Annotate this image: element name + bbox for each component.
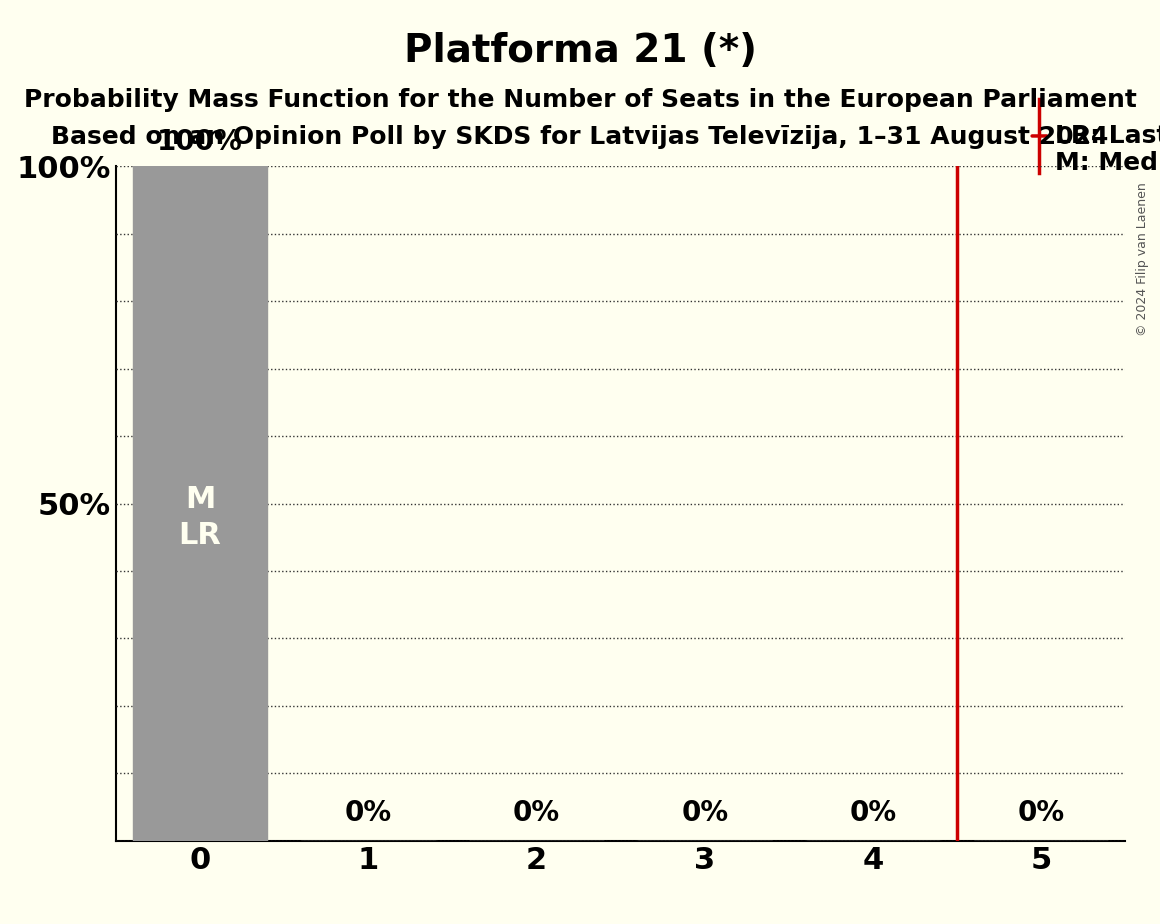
Text: Probability Mass Function for the Number of Seats in the European Parliament: Probability Mass Function for the Number… [23,88,1137,112]
Text: 0%: 0% [849,799,897,827]
Bar [132,166,267,841]
Text: 0%: 0% [345,799,392,827]
Text: M: Median: M: Median [1054,151,1160,175]
Text: M
LR: M LR [179,484,222,550]
Text: Platforma 21 (*): Platforma 21 (*) [404,32,756,70]
Text: Based on an Opinion Poll by SKDS for Latvijas Televīzija, 1–31 August 2024: Based on an Opinion Poll by SKDS for Lat… [51,125,1109,149]
Text: 100%: 100% [158,128,242,156]
Text: © 2024 Filip van Laenen: © 2024 Filip van Laenen [1136,182,1150,335]
Text: LR: Last Result: LR: Last Result [1054,124,1160,148]
Text: 0%: 0% [681,799,728,827]
Text: 0%: 0% [1017,799,1065,827]
Text: 0%: 0% [513,799,560,827]
